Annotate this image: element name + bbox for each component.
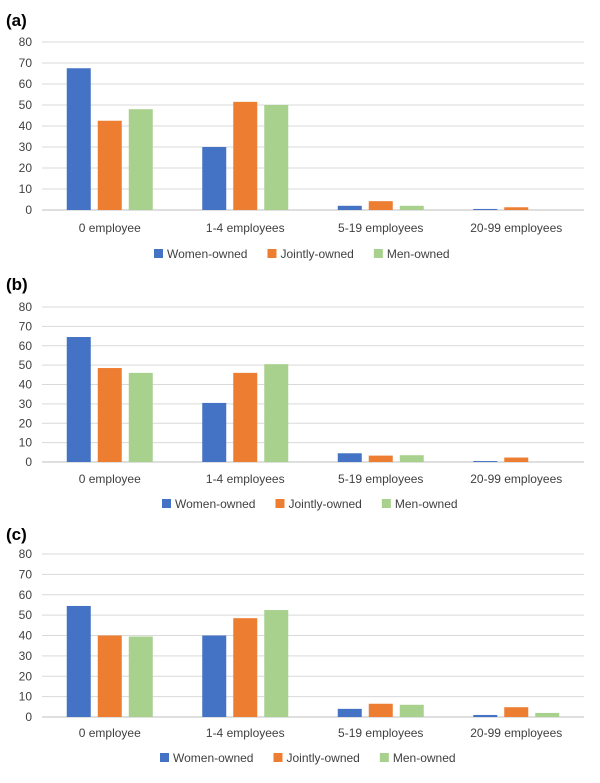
y-tick-label: 70 bbox=[19, 567, 33, 581]
legend-entry: Jointly-owned bbox=[286, 751, 359, 765]
bar-women-owned-1 bbox=[66, 605, 91, 717]
y-tick-label: 60 bbox=[19, 339, 33, 353]
y-tick-label: 20 bbox=[19, 669, 33, 683]
x-tick-label: 5-19 employees bbox=[338, 726, 423, 740]
y-tick-label: 40 bbox=[19, 119, 33, 133]
y-tick-label: 20 bbox=[19, 416, 33, 430]
bar-jointly-owned-3 bbox=[368, 703, 393, 717]
x-tick-label: 5-19 employees bbox=[338, 472, 423, 486]
legend-entry: Men-owned bbox=[395, 497, 458, 511]
legend-swatch bbox=[154, 249, 163, 258]
chart-panel-2: (b) 0 10 20 30 40 50 60 70 80 0 employee 1-4 employ… bbox=[6, 275, 584, 511]
bar-women-owned-4 bbox=[473, 208, 498, 210]
y-tick-label: 80 bbox=[19, 300, 33, 314]
legend-swatch bbox=[273, 753, 283, 762]
y-tick-label: 30 bbox=[19, 649, 33, 663]
legend-swatch bbox=[160, 753, 169, 762]
legend-swatch bbox=[275, 499, 285, 508]
y-tick-label: 10 bbox=[19, 690, 33, 704]
y-tick-label: 40 bbox=[19, 378, 33, 392]
bar-men-owned-3 bbox=[399, 455, 424, 462]
y-tick-label: 10 bbox=[19, 182, 33, 196]
y-tick-label: 80 bbox=[19, 35, 33, 49]
bar-jointly-owned-4 bbox=[504, 207, 529, 210]
x-tick-label: 0 employee bbox=[79, 726, 141, 740]
bar-women-owned-2 bbox=[202, 147, 227, 210]
legend-entry: Women-owned bbox=[175, 497, 255, 511]
legend-entry: Men-owned bbox=[387, 247, 450, 261]
y-tick-label: 60 bbox=[19, 588, 33, 602]
x-tick-label: 20-99 employees bbox=[470, 472, 562, 486]
bar-men-owned-4 bbox=[535, 712, 560, 717]
y-tick-label: 80 bbox=[19, 547, 33, 561]
bar-jointly-owned-4 bbox=[504, 457, 529, 462]
bar-women-owned-3 bbox=[337, 708, 362, 717]
chart-panel-1: (a) 0 10 20 30 40 50 60 70 80 0 employee 1-4 employ… bbox=[6, 11, 584, 261]
bar-jointly-owned-3 bbox=[368, 455, 393, 462]
bar-women-owned-1 bbox=[66, 68, 91, 210]
y-tick-label: 0 bbox=[25, 203, 32, 217]
x-tick-label: 0 employee bbox=[79, 221, 141, 235]
bar-men-owned-2 bbox=[264, 105, 289, 210]
legend-entry: Women-owned bbox=[167, 247, 247, 261]
bar-men-owned-3 bbox=[399, 704, 424, 717]
legend-entry: Women-owned bbox=[173, 751, 253, 765]
x-tick-label: 5-19 employees bbox=[338, 221, 423, 235]
bar-jointly-owned-3 bbox=[368, 201, 393, 210]
y-tick-label: 30 bbox=[19, 140, 33, 154]
x-tick-label: 20-99 employees bbox=[470, 221, 562, 235]
legend-entry: Men-owned bbox=[393, 751, 456, 765]
bar-women-owned-4 bbox=[473, 461, 498, 462]
y-tick-label: 50 bbox=[19, 608, 33, 622]
x-tick-label: 1-4 employees bbox=[206, 726, 285, 740]
bar-men-owned-1 bbox=[128, 636, 153, 717]
x-tick-label: 0 employee bbox=[79, 472, 141, 486]
bar-jointly-owned-2 bbox=[233, 101, 258, 210]
bar-jointly-owned-4 bbox=[504, 707, 529, 717]
legend-swatch bbox=[373, 249, 383, 258]
legend-swatch bbox=[162, 499, 171, 508]
y-tick-label: 30 bbox=[19, 397, 33, 411]
y-tick-label: 0 bbox=[25, 710, 32, 724]
chart-panel-3: (c) 0 10 20 30 40 50 60 70 80 0 employee 1-4 employ… bbox=[6, 525, 584, 765]
bar-jointly-owned-2 bbox=[233, 372, 258, 462]
panel-label: (b) bbox=[6, 275, 28, 294]
bar-women-owned-2 bbox=[202, 635, 227, 717]
y-tick-label: 60 bbox=[19, 77, 33, 91]
bar-jointly-owned-1 bbox=[97, 368, 122, 462]
legend-swatch bbox=[379, 753, 389, 762]
bar-jointly-owned-1 bbox=[97, 635, 122, 717]
bar-men-owned-2 bbox=[264, 364, 289, 462]
y-tick-label: 70 bbox=[19, 56, 33, 70]
bar-men-owned-3 bbox=[399, 205, 424, 210]
legend-swatch bbox=[381, 499, 391, 508]
bar-men-owned-1 bbox=[128, 109, 153, 210]
y-tick-label: 20 bbox=[19, 161, 33, 175]
y-tick-label: 50 bbox=[19, 98, 33, 112]
y-tick-label: 40 bbox=[19, 629, 33, 643]
y-tick-label: 70 bbox=[19, 319, 33, 333]
legend-entry: Jointly-owned bbox=[288, 497, 361, 511]
bar-jointly-owned-2 bbox=[233, 618, 258, 717]
legend-swatch bbox=[267, 249, 277, 258]
panel-label: (a) bbox=[6, 11, 27, 30]
x-tick-label: 1-4 employees bbox=[206, 472, 285, 486]
y-tick-label: 0 bbox=[25, 455, 32, 469]
bar-men-owned-1 bbox=[128, 372, 153, 462]
x-tick-label: 1-4 employees bbox=[206, 221, 285, 235]
bar-women-owned-2 bbox=[202, 402, 227, 462]
x-tick-label: 20-99 employees bbox=[470, 726, 562, 740]
bar-women-owned-3 bbox=[337, 453, 362, 462]
panel-label: (c) bbox=[6, 525, 27, 544]
legend-entry: Jointly-owned bbox=[280, 247, 353, 261]
bar-women-owned-3 bbox=[337, 205, 362, 210]
y-tick-label: 10 bbox=[19, 436, 33, 450]
bar-men-owned-2 bbox=[264, 610, 289, 717]
bar-jointly-owned-1 bbox=[97, 120, 122, 210]
y-tick-label: 50 bbox=[19, 358, 33, 372]
bar-women-owned-4 bbox=[473, 714, 498, 717]
bar-women-owned-1 bbox=[66, 337, 91, 462]
